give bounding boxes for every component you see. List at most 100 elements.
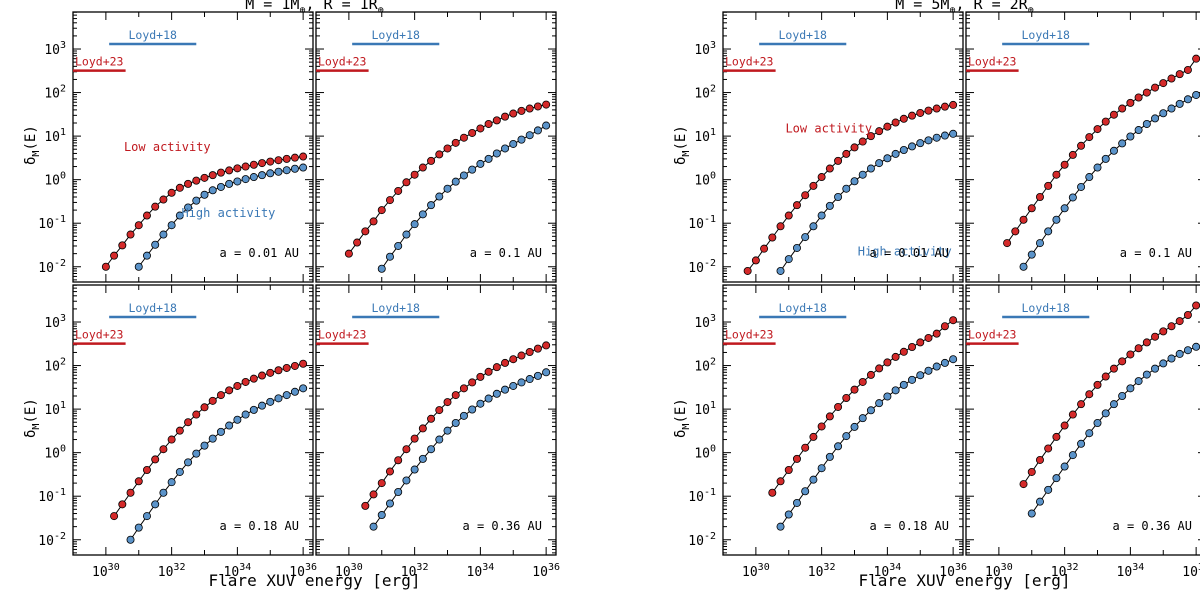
data-point: [940, 102, 949, 111]
data-point: [249, 374, 258, 383]
y-tick-label: 10-1: [38, 214, 66, 232]
semimajor-axis-label: a = 0.01 AU: [220, 246, 299, 260]
series-high-activity: [134, 163, 308, 271]
reference-label: Loyd+23: [75, 55, 124, 69]
data-point: [1192, 301, 1200, 310]
x-tick-label: 1036: [532, 562, 560, 580]
data-point: [134, 221, 143, 230]
data-point: [1068, 150, 1077, 159]
semimajor-axis-label: a = 0.01 AU: [870, 246, 949, 260]
data-point: [1109, 146, 1118, 155]
data-point: [175, 467, 184, 476]
data-point: [216, 391, 225, 400]
y-tick-label: 102: [694, 84, 716, 102]
data-point: [1126, 132, 1135, 141]
data-point: [167, 221, 176, 230]
x-tick-label: 1030: [742, 562, 770, 580]
data-point: [817, 422, 826, 431]
data-point: [908, 111, 917, 120]
data-point: [484, 119, 493, 128]
data-point: [459, 133, 468, 142]
data-point: [801, 443, 810, 452]
data-point: [418, 163, 427, 172]
data-point: [760, 244, 769, 253]
data-point: [1175, 349, 1184, 358]
data-point: [134, 262, 143, 271]
y-tick-label: 102: [694, 357, 716, 375]
data-point: [369, 522, 378, 531]
data-point: [932, 362, 941, 371]
data-point: [459, 384, 468, 393]
data-point: [249, 173, 258, 182]
data-point: [842, 432, 851, 441]
data-point: [435, 435, 444, 444]
data-point: [899, 114, 908, 123]
data-point: [418, 210, 427, 219]
data-point: [249, 160, 258, 169]
reference-label: Loyd+18: [778, 301, 827, 315]
data-point: [385, 252, 394, 261]
x-tick-label: 1032: [808, 562, 836, 580]
data-point: [175, 426, 184, 435]
data-point: [290, 387, 299, 396]
data-point: [858, 377, 867, 386]
y-axis-label: δM(E): [673, 398, 692, 438]
data-point: [533, 102, 542, 111]
y-tick-label: 10-1: [38, 487, 66, 505]
data-point: [817, 464, 826, 473]
data-point: [410, 220, 419, 229]
data-point: [834, 402, 843, 411]
data-point: [501, 112, 510, 121]
data-point: [1151, 114, 1160, 123]
reference-label: Loyd+23: [318, 55, 367, 69]
data-point: [1060, 160, 1069, 169]
data-point: [427, 156, 436, 165]
data-point: [192, 449, 201, 458]
data-point: [1126, 98, 1135, 107]
data-point: [225, 421, 234, 430]
data-point: [1085, 133, 1094, 142]
data-point: [924, 136, 933, 145]
data-point: [344, 249, 353, 258]
data-point: [142, 251, 151, 260]
data-point: [1060, 421, 1069, 430]
semimajor-axis-label: a = 0.36 AU: [463, 519, 542, 533]
series-line: [771, 319, 954, 494]
data-point: [1085, 173, 1094, 182]
data-point: [1167, 104, 1176, 113]
data-point: [1159, 327, 1168, 336]
data-point: [1044, 485, 1053, 494]
data-point: [468, 165, 477, 174]
data-point: [402, 230, 411, 239]
data-point: [1109, 110, 1118, 119]
data-point: [200, 403, 209, 412]
data-point: [126, 535, 135, 544]
data-point: [427, 445, 436, 454]
reference-label: Loyd+23: [725, 328, 774, 342]
data-point: [1183, 95, 1192, 104]
data-point: [290, 164, 299, 173]
data-point: [1027, 250, 1036, 259]
data-point: [509, 139, 518, 148]
data-point: [233, 177, 242, 186]
data-point: [1019, 480, 1028, 489]
x-tick-label: 1034: [874, 562, 902, 580]
data-point: [924, 106, 933, 115]
data-point: [1060, 204, 1069, 213]
data-point: [233, 415, 242, 424]
data-point: [850, 177, 859, 186]
panel-g1-4: 1030 1032 1034 1036 Loyd+18 Loyd+23 a = 0.36 A…: [315, 284, 560, 580]
data-point: [1093, 380, 1102, 389]
data-point: [1085, 390, 1094, 399]
data-point: [175, 183, 184, 192]
data-point: [916, 338, 925, 347]
series-line: [373, 371, 547, 527]
data-point: [883, 358, 892, 367]
data-point: [282, 391, 291, 400]
data-point: [451, 177, 460, 186]
data-point: [233, 164, 242, 173]
data-point: [266, 368, 275, 377]
reference-label: Loyd+18: [778, 28, 827, 42]
data-point: [159, 230, 168, 239]
data-point: [184, 458, 193, 467]
